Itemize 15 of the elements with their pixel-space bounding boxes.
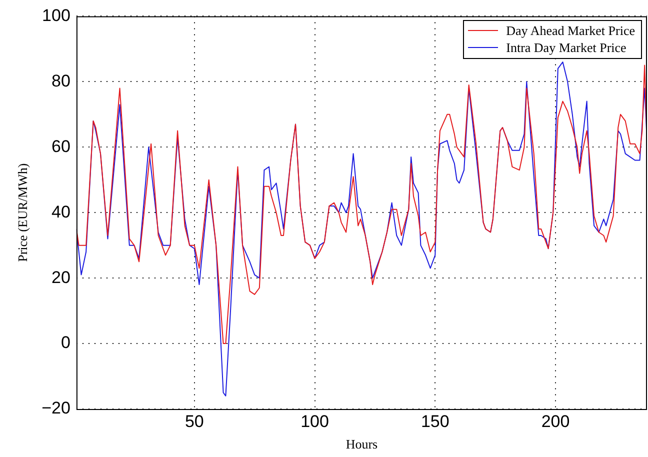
x-tick-label: 50 (184, 412, 204, 431)
x-tick-label: 200 (541, 412, 570, 431)
x-axis-title: Hours (346, 436, 378, 452)
y-axis-title: Price (EUR/MWh) (15, 163, 30, 262)
y-tick-label: 20 (52, 268, 70, 287)
y-tick-label: 0 (60, 333, 70, 352)
legend-label: Intra Day Market Price (506, 39, 626, 56)
x-tick-label: 150 (420, 412, 450, 431)
y-tick-label: 40 (52, 202, 70, 222)
y-tick-label: −20 (42, 398, 70, 418)
legend-label: Day Ahead Market Price (506, 22, 635, 39)
y-tick-label: 80 (52, 71, 70, 90)
y-tick-label: 100 (42, 6, 70, 25)
x-tick-label: 100 (300, 412, 329, 431)
y-tick-label: 60 (52, 136, 70, 156)
